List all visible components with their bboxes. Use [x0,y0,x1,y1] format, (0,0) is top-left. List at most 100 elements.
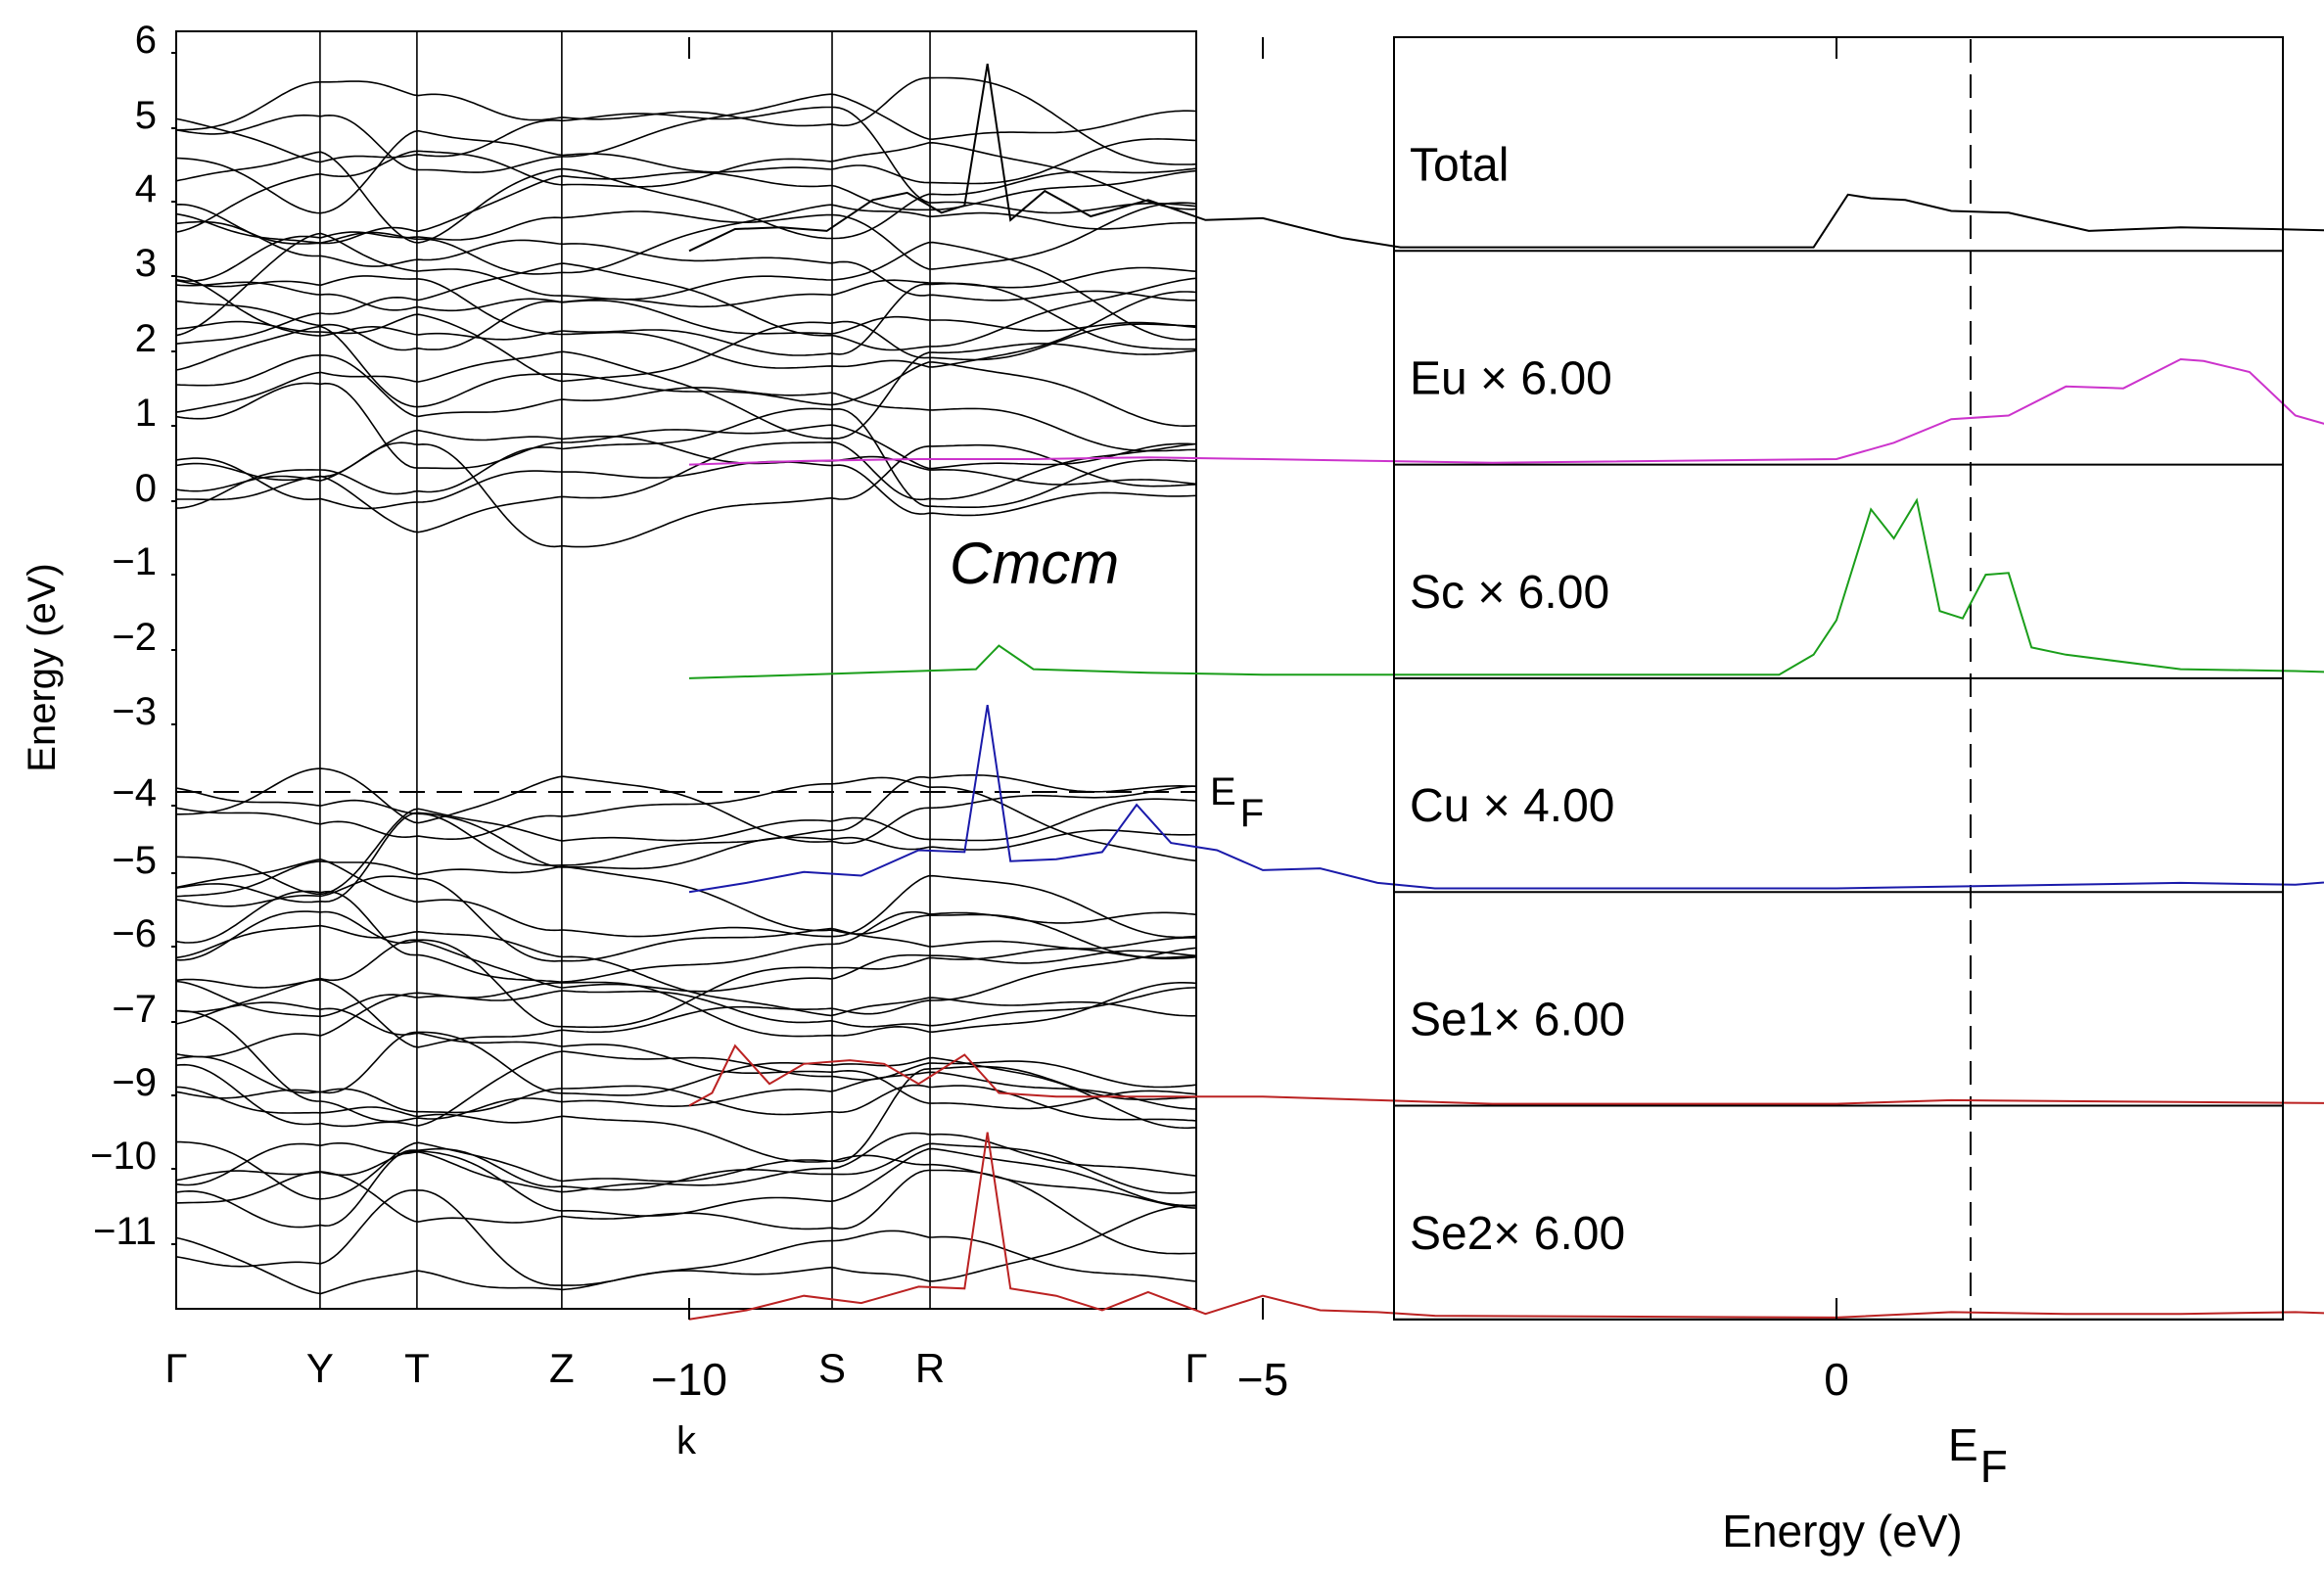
band-line [175,93,1197,173]
dos-panel: Se2× 6.00 [688,1132,2324,1321]
band-line [175,382,1197,470]
band-line [175,407,1197,509]
kpoint-label: S [818,1345,846,1391]
band-line [175,457,1197,517]
y-tick-label: −10 [90,1135,157,1178]
y-tick-label: −7 [112,988,157,1031]
kpoint-label: Γ [164,1345,187,1391]
band-line [175,798,1197,896]
dos-panel: Eu × 6.00 [688,353,2324,466]
band-annotation: Cmcm [950,531,1119,596]
dos-curve [688,1132,2324,1321]
band-structure-chart: 6 5 4 3 2 1 0 −1 −2 −3 −4 −5 −6 −7 −9 −10 −11 Γ Y T Z S R Γ Cm… [21,19,1264,1462]
dos-panel-label: Se1× 6.00 [1410,994,1625,1045]
y-tick-label: 2 [135,317,157,360]
band-line [176,1140,1197,1209]
band-line [176,76,1197,165]
y-axis-label: Energy (eV) [21,563,64,771]
kpoint-label: R [915,1345,945,1391]
kpoint-label: Γ [1185,1345,1207,1391]
band-line [175,325,1197,427]
x-axis-label: k [676,1419,697,1462]
y-axis-ticks: 6 5 4 3 2 1 0 −1 −2 −3 −4 −5 −6 −7 −9 −10 −11 [90,19,176,1253]
band-line [175,890,1197,983]
band-line [175,1142,1197,1229]
y-tick-label: 6 [135,19,157,62]
y-tick-label: 3 [135,242,157,285]
y-tick-label: −1 [112,540,157,583]
band-line [175,1084,1197,1122]
band-line [175,774,1197,866]
band-line [175,812,1197,904]
band-line [175,129,1197,214]
band-line [175,275,1197,356]
y-tick-label: −6 [112,912,157,955]
band-line [175,1009,1197,1123]
band-line [175,204,1197,275]
dos-x-axis-ticks: −10−50510 [651,37,1849,1405]
band-line [175,232,1197,341]
dos-panel-label: Eu × 6.00 [1410,353,1612,405]
band-line [175,343,1197,440]
band-line [175,262,1197,351]
band-line [175,1230,1197,1295]
dos-panel: Sc × 6.00 [688,497,2324,679]
dos-x-axis-label: Energy (eV) [1722,1506,1962,1556]
band-line [175,981,1197,1058]
dos-x-tick-label: −10 [651,1354,727,1405]
dos-x-tick-label: 0 [1824,1354,1849,1405]
kpoint-label: Z [549,1345,575,1391]
band-line [175,266,1197,312]
dos-curve [688,1044,2324,1107]
kpoint-label: Y [306,1345,334,1391]
band-line [175,947,1197,1048]
y-tick-label: −4 [112,771,157,814]
dos-fermi-E: E [1948,1419,1978,1470]
band-plot-frame [175,30,1197,1310]
dos-panel: Se1× 6.00 [688,994,2324,1107]
dos-plot-frame [1393,36,2284,1321]
y-tick-label: −9 [112,1061,157,1104]
y-tick-label: 1 [135,392,157,435]
band-line [175,313,1197,383]
band-line [175,1050,1197,1128]
dos-curve [688,357,2324,466]
band-line [175,141,1197,233]
band-line [175,875,1197,962]
band-line [175,860,1197,959]
y-tick-label: −11 [93,1210,157,1253]
band-line [175,300,1197,351]
dos-fermi-sub: F [1980,1441,2008,1492]
band-line [176,767,1197,845]
kpoint-lines [319,31,931,1309]
dos-panel: Total [688,64,2324,253]
band-line [175,441,1197,534]
band-fermi-sub: F [1240,792,1264,835]
band-line [175,353,1197,452]
band-line [175,275,1197,369]
band-line [175,1132,1197,1193]
y-tick-label: 5 [135,94,157,137]
dos-curve [688,497,2324,679]
dos-x-tick-label: −5 [1237,1354,1288,1405]
y-tick-label: −3 [112,690,157,733]
dos-panel: Cu × 4.00 [688,704,2324,894]
band-line [175,1169,1197,1255]
dos-curve [688,64,2324,253]
dos-panels: Total Eu × 6.00 Sc × 6.00 Cu × 4.00 Se1× 6.0… [688,64,2324,1321]
band-lines [175,76,1197,1295]
band-line [175,106,1197,214]
dos-panel-label: Cu × 4.00 [1410,780,1614,832]
dos-chart: Total Eu × 6.00 Sc × 6.00 Cu × 4.00 Se1× 6.0… [651,36,2324,1556]
band-line [175,980,1197,1028]
dos-panel-label: Sc × 6.00 [1410,567,1609,619]
band-line [175,202,1197,282]
band-line [175,169,1197,245]
band-line [175,1001,1197,1110]
band-line [175,776,1197,862]
band-line [175,858,1197,939]
dos-curve [688,704,2324,894]
band-line [175,1065,1197,1163]
